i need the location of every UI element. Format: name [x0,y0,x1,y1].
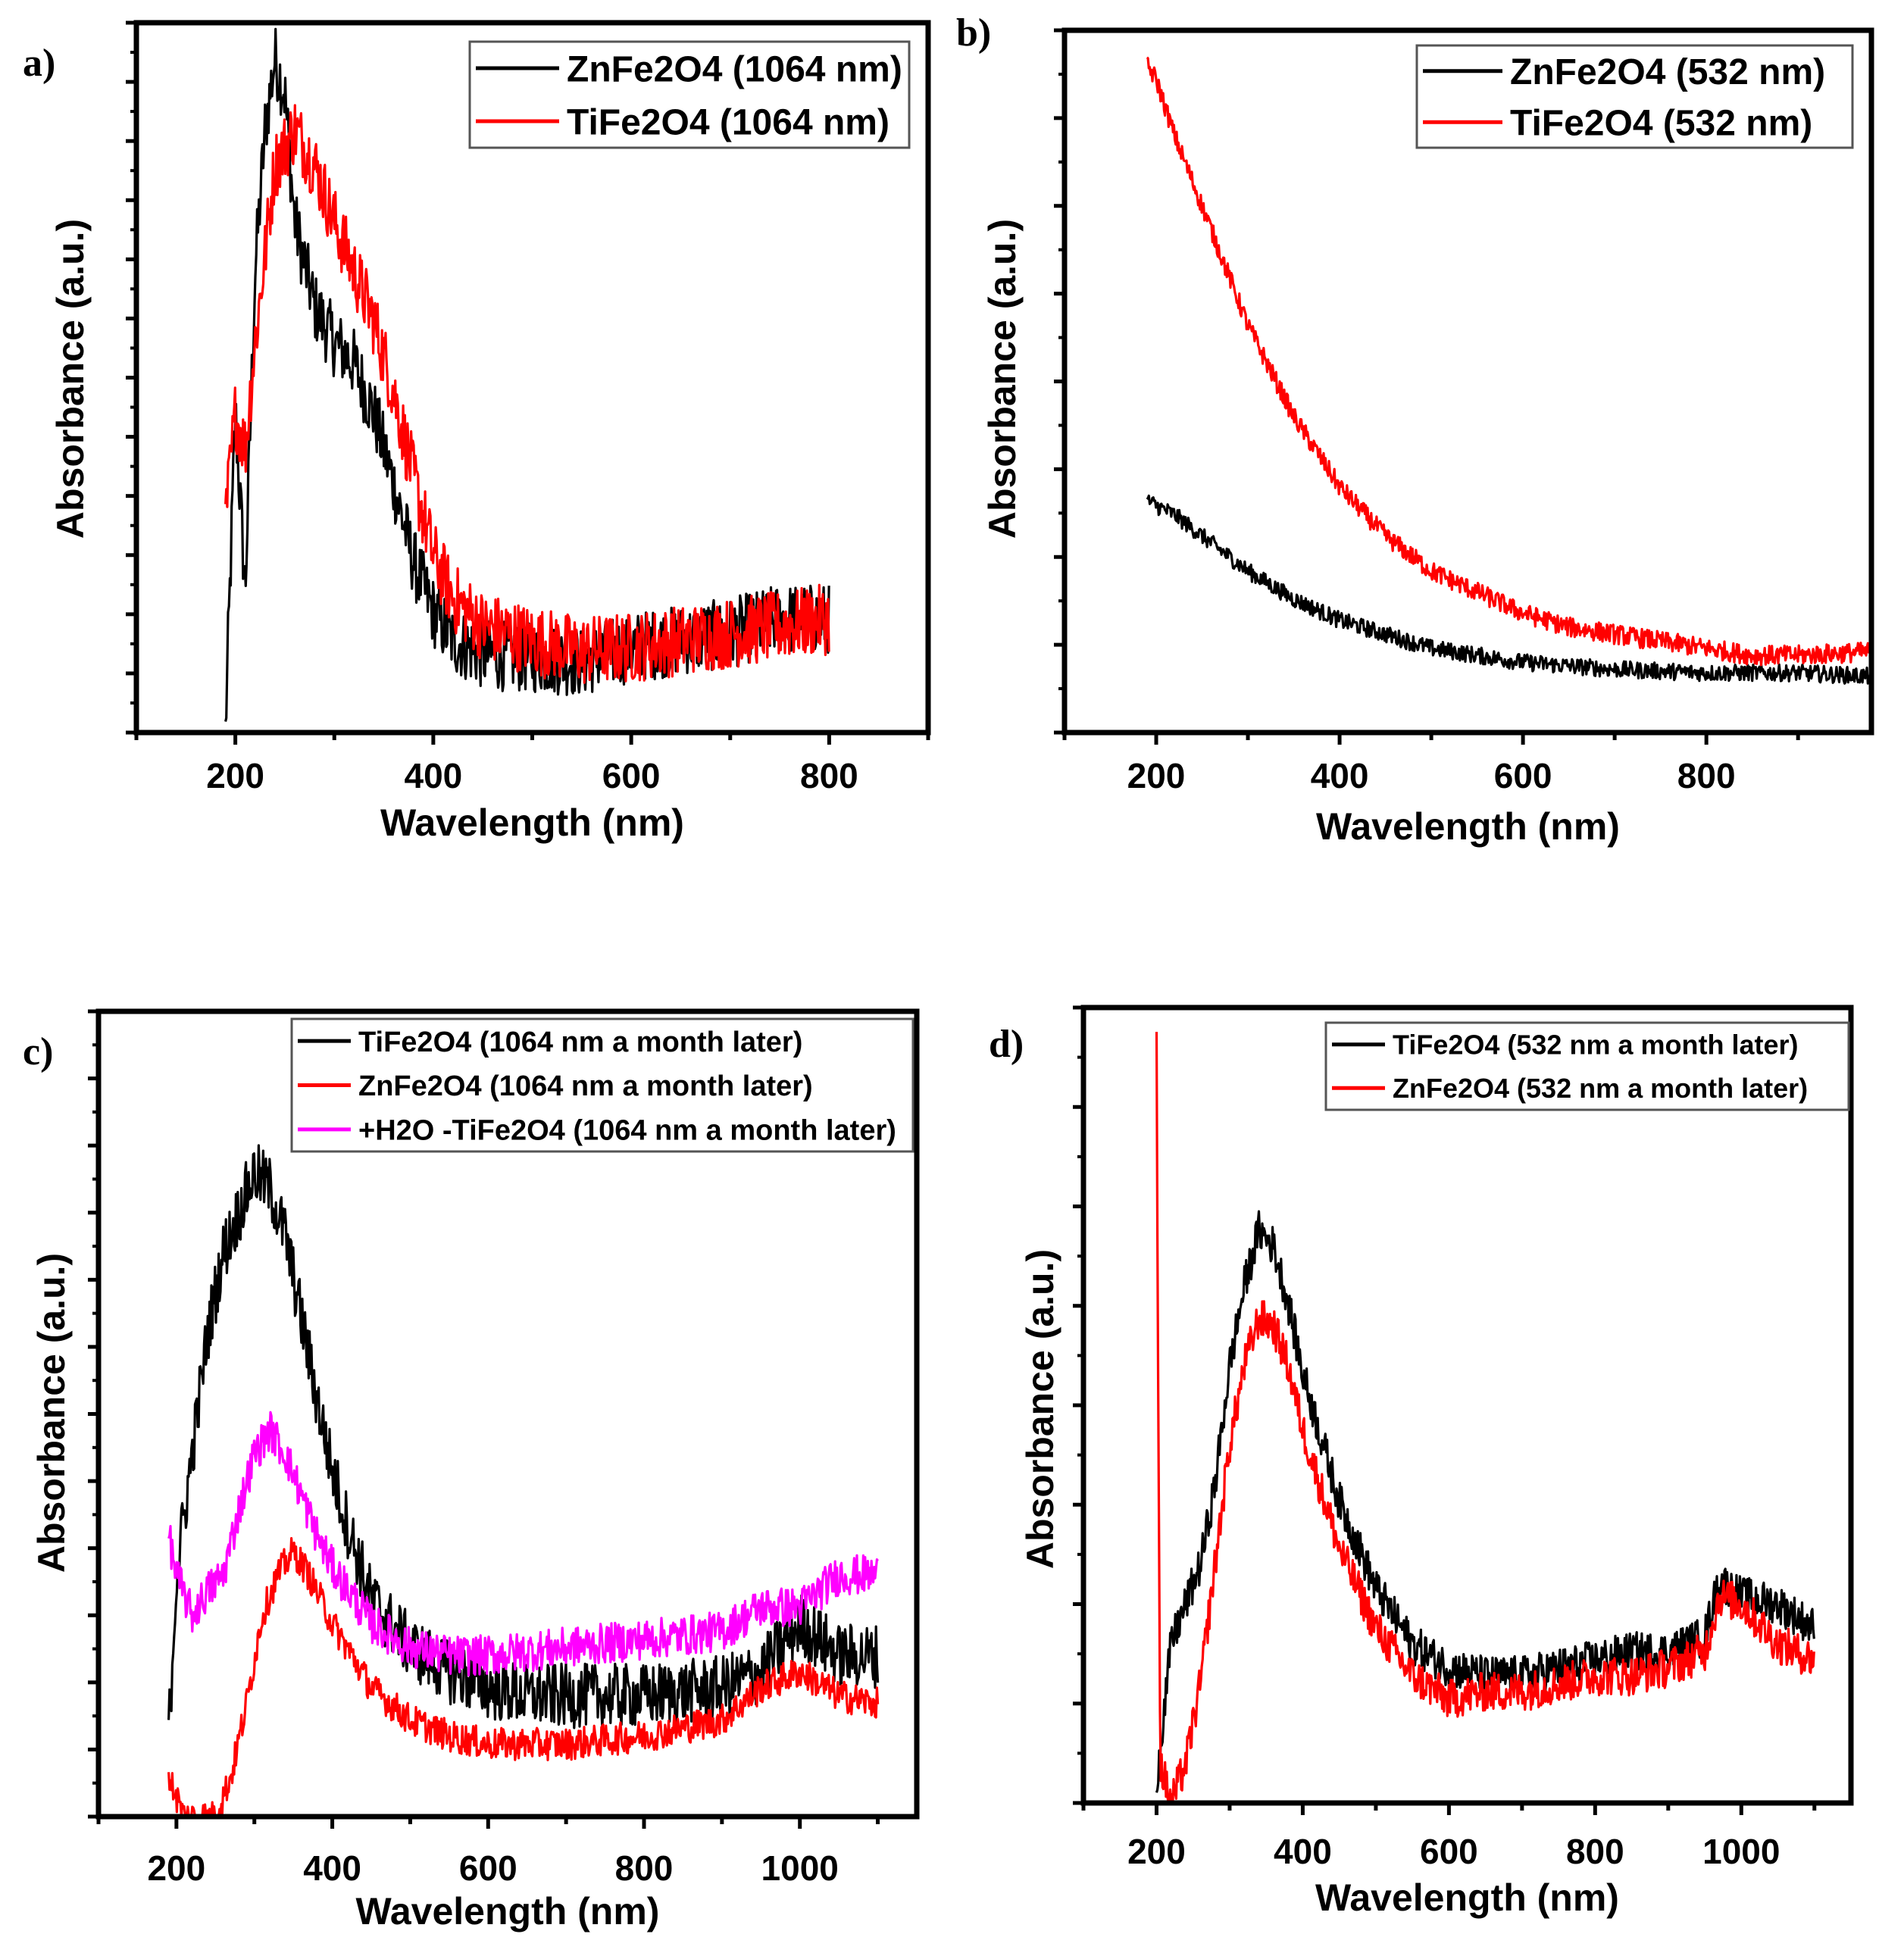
x-tick-label: 200 [1127,756,1186,795]
legend-entry-2: ZnFe2O4 (1064 nm a month later) [358,1070,813,1102]
x-tick-label: 1000 [1702,1832,1780,1871]
x-tick-label: 600 [602,756,661,795]
legend-box [290,1017,914,1153]
legend-entry-2: TiFe2O4 (1064 nm) [567,102,889,142]
x-tick-label: 400 [405,756,463,795]
chart-panel-d: 200 400 600 800 1000 Wavelength (nm) Absorbanc… [989,1005,1854,1919]
series-group [224,27,830,722]
x-tick-label: 800 [800,756,858,795]
legend-entry-1: ZnFe2O4 (1064 nm) [567,49,902,89]
series-group [1155,1032,1815,1803]
chart-panel-c: 200 400 600 800 1000 Wavelength (nm) Absorbanc… [23,1008,920,1933]
y-axis-label: Absorbance (a.u.) [1019,1249,1061,1569]
series-line-3 [167,1411,879,1677]
x-axis-label: Wavelength (nm) [1316,805,1620,848]
legend-entry-3: +H2O -TiFe2O4 (1064 nm a month later) [358,1115,896,1147]
x-axis-label: Wavelength (nm) [356,1890,660,1933]
x-tick-label: 800 [1566,1832,1624,1871]
x-tick-label: 600 [1420,1832,1478,1871]
panel-label: d) [989,1023,1024,1066]
legend-entry-1: TiFe2O4 (1064 nm a month later) [358,1026,802,1058]
chart-panel-b: 200 400 600 800 Wavelength (nm) Absorbance (a… [956,11,1874,848]
x-tick-label: 200 [1127,1832,1186,1871]
y-axis-label: Absorbance (a.u.) [981,219,1024,539]
legend-box [1415,44,1854,149]
legend: TiFe2O4 (1064 nm a month later) ZnFe2O4 (… [290,1017,914,1153]
legend: ZnFe2O4 (532 nm) TiFe2O4 (532 nm) [1415,44,1854,149]
legend-entry-2: ZnFe2O4 (532 nm a month later) [1393,1073,1808,1104]
legend-box [1324,1021,1850,1111]
legend-entry-1: TiFe2O4 (532 nm a month later) [1393,1030,1798,1061]
legend: ZnFe2O4 (1064 nm) TiFe2O4 (1064 nm) [468,40,911,149]
legend: TiFe2O4 (532 nm a month later) ZnFe2O4 (5… [1324,1021,1850,1111]
series-line-2 [1146,56,1871,667]
y-axis-label: Absorbance (a.u.) [49,219,92,539]
x-tick-label: 800 [615,1848,674,1888]
x-tick-label: 200 [147,1848,205,1888]
panel-label: a) [23,42,55,85]
panel-label: b) [956,11,991,55]
x-axis-label: Wavelength (nm) [380,801,684,844]
x-tick-label: 600 [459,1848,517,1888]
x-tick-label: 600 [1494,756,1552,795]
x-tick-label: 1000 [761,1848,839,1888]
x-tick-label: 200 [206,756,264,795]
series-line-2 [167,1537,880,1817]
x-axis-label: Wavelength (nm) [1315,1876,1619,1919]
x-tick-label: 800 [1677,756,1736,795]
series-line-2 [224,104,830,684]
x-tick-label: 400 [1311,756,1369,795]
chart-panel-a: 200 400 600 800 Wavelength (nm) Absorbance (a… [23,20,931,844]
series-line-2 [1155,1032,1815,1803]
legend-box [468,40,911,149]
x-tick-label: 400 [1274,1832,1332,1871]
series-group [167,1144,880,1817]
legend-entry-1: ZnFe2O4 (532 nm) [1510,52,1825,92]
series-line-1 [1146,494,1871,685]
x-tick-label: 400 [303,1848,361,1888]
series-line-1 [167,1144,880,1729]
series-group [1146,56,1871,685]
legend-entry-2: TiFe2O4 (532 nm) [1510,104,1812,144]
panel-label: c) [23,1030,53,1073]
y-axis-label: Absorbance (a.u.) [30,1253,73,1573]
